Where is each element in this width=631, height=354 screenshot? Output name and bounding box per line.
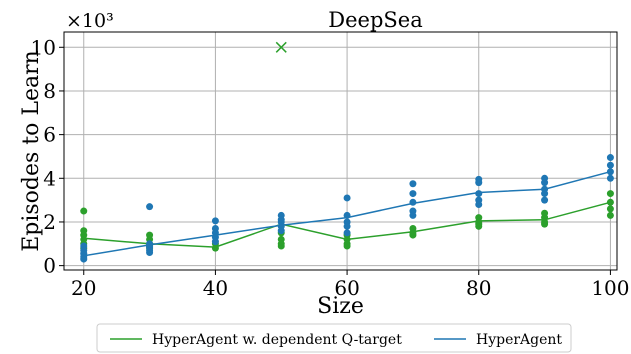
- point-hyperagent: [343, 194, 351, 202]
- point-hyperagent: [409, 211, 417, 219]
- point-hyperagent-dependent: [606, 211, 614, 219]
- legend-label-hyperagent-dependent: HyperAgent w. dependent Q-target: [152, 332, 402, 348]
- point-hyperagent: [541, 179, 549, 187]
- plot-frame: [63, 31, 618, 271]
- x-tick-label: 20: [71, 276, 96, 300]
- point-hyperagent-dependent: [343, 242, 351, 250]
- point-hyperagent: [475, 179, 483, 187]
- y-tick-label: 10: [31, 35, 56, 59]
- point-hyperagent: [541, 190, 549, 198]
- point-hyperagent: [211, 238, 219, 246]
- point-hyperagent: [541, 196, 549, 204]
- point-hyperagent-dependent: [606, 198, 614, 206]
- point-hyperagent: [475, 200, 483, 208]
- point-hyperagent: [606, 154, 614, 162]
- point-hyperagent: [146, 249, 154, 257]
- y-tick-label: 0: [43, 254, 56, 278]
- point-hyperagent: [146, 203, 154, 211]
- y-tick-label: 6: [43, 123, 56, 147]
- x-tick-label: 40: [203, 276, 228, 300]
- legend: HyperAgent w. dependent Q-target HyperAg…: [96, 323, 572, 353]
- point-hyperagent: [343, 229, 351, 237]
- point-hyperagent-dependent: [277, 242, 285, 250]
- point-hyperagent: [606, 161, 614, 169]
- legend-label-hyperagent: HyperAgent: [476, 332, 562, 348]
- line-hyperagent: [83, 170, 611, 257]
- point-hyperagent-dependent: [606, 205, 614, 213]
- point-hyperagent: [80, 255, 88, 263]
- y-tick-label: 2: [43, 210, 56, 234]
- point-hyperagent-dependent: [80, 207, 88, 215]
- tick-labels: 20 40 60 80 100 0 2 4 6 8 10: [31, 35, 630, 300]
- point-hyperagent: [606, 174, 614, 182]
- point-hyperagent-dependent: [409, 231, 417, 239]
- y-tick-label: 8: [43, 79, 56, 103]
- point-hyperagent: [343, 222, 351, 230]
- x-tick-label: 80: [466, 276, 491, 300]
- point-hyperagent-dependent: [475, 222, 483, 230]
- grid: [64, 32, 617, 270]
- legend-box: [96, 323, 572, 353]
- point-hyperagent: [211, 217, 219, 225]
- y-tick-label: 4: [43, 166, 56, 190]
- x-axis-label: Size: [317, 294, 364, 319]
- x-tick-label: 60: [334, 276, 359, 300]
- point-hyperagent: [606, 168, 614, 176]
- series-layer: [80, 41, 614, 263]
- point-hyperagent-dependent: [606, 190, 614, 198]
- chart-title: DeepSea: [328, 8, 422, 32]
- point-hyperagent: [409, 190, 417, 198]
- outlier-x-marker-hyperagent-dependent: [275, 41, 287, 53]
- x-tick-label: 100: [591, 276, 629, 300]
- y-axis-label: Episodes to Learn: [19, 50, 44, 252]
- line-hyperagent-dependent: [83, 201, 611, 248]
- point-hyperagent: [277, 227, 285, 235]
- point-hyperagent-dependent: [541, 220, 549, 228]
- point-hyperagent: [409, 180, 417, 188]
- y-multiplier-label: ×10³: [66, 10, 114, 32]
- outlier-stroke: [275, 41, 287, 53]
